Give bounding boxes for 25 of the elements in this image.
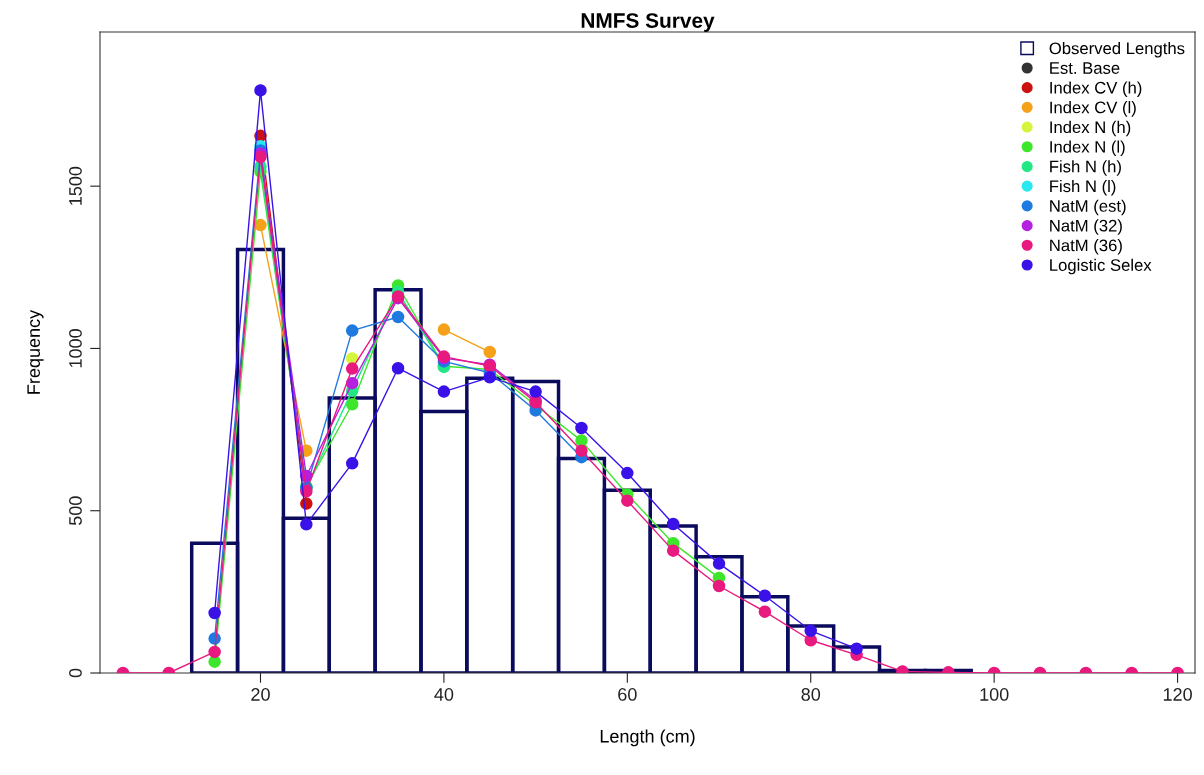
y-tick-label: 0 — [69, 668, 82, 678]
legend-label: Index N (h) — [1050, 120, 1131, 137]
legend-label: Index N (l) — [1050, 140, 1125, 157]
legend-label: Fish N (h) — [1050, 160, 1121, 176]
legend-label: NatM (32) — [1050, 219, 1122, 235]
x-tick-label: 80 — [801, 688, 821, 701]
legend-label: NatM (36) — [1050, 239, 1122, 255]
chart-title: NMFS Survey — [581, 13, 715, 32]
y-axis-title: Frequency — [27, 309, 44, 394]
legend-label: Logistic Selex — [1050, 258, 1152, 275]
legend-label: Observed Lengths — [1049, 42, 1185, 58]
y-tick-label: 1000 — [69, 329, 82, 368]
legend-label: Est. Base — [1050, 62, 1120, 74]
legend-label: Index CV (h) — [1050, 81, 1142, 97]
x-tick-label: 40 — [434, 688, 454, 701]
legend-label: Index CV (l) — [1050, 101, 1136, 117]
legend-label: NatM (est) — [1050, 199, 1126, 216]
y-tick-label: 500 — [69, 496, 82, 526]
x-axis-title: Length (cm) — [600, 729, 695, 747]
x-tick-label: 100 — [980, 688, 1009, 701]
x-tick-label: 60 — [618, 688, 637, 701]
x-tick-label: 120 — [1163, 688, 1192, 701]
x-tick-label: 20 — [251, 688, 270, 701]
legend-label: Fish N (l) — [1050, 179, 1116, 196]
y-tick-label: 1500 — [69, 166, 82, 205]
